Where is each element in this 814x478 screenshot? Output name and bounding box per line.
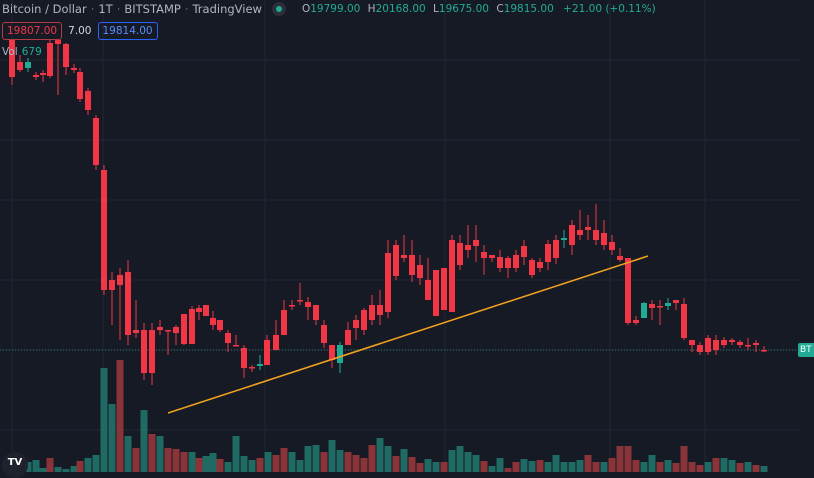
- buy-button[interactable]: 19814.00: [97, 22, 158, 40]
- symbol-legend: Bitcoin / Dollar · 1T · BITSTAMP · Tradi…: [2, 2, 656, 16]
- volume-legend: Vol 679: [2, 46, 42, 58]
- change-value: +21.00 (+0.11%): [563, 3, 656, 15]
- trendline-drawing[interactable]: [167, 255, 649, 414]
- volume-value: 679: [21, 46, 42, 58]
- buy-sell-panel: 19807.00 7.00 19814.00: [2, 22, 158, 40]
- sell-button[interactable]: 19807.00: [2, 22, 63, 40]
- source-label: TradingView: [192, 2, 262, 16]
- low-value: 19675.00: [438, 3, 489, 15]
- candlestick-series: [9, 40, 767, 385]
- market-status-icon[interactable]: [271, 2, 286, 16]
- ohlc-values: O19799.00 H20168.00 L19675.00 C19815.00 …: [301, 3, 656, 15]
- last-price-axis-label: BT: [798, 343, 814, 357]
- volume-bars: [8, 360, 768, 472]
- close-value: 19815.00: [503, 3, 554, 15]
- chart-grid: [0, 0, 800, 472]
- tradingview-logo-icon[interactable]: TV: [2, 452, 28, 478]
- spread-value: 7.00: [68, 25, 92, 37]
- exchange-label: BITSTAMP: [124, 2, 181, 16]
- interval-label[interactable]: 1T: [98, 2, 113, 16]
- open-value: 19799.00: [310, 3, 361, 15]
- symbol-name[interactable]: Bitcoin / Dollar: [2, 2, 87, 16]
- high-value: 20168.00: [375, 3, 426, 15]
